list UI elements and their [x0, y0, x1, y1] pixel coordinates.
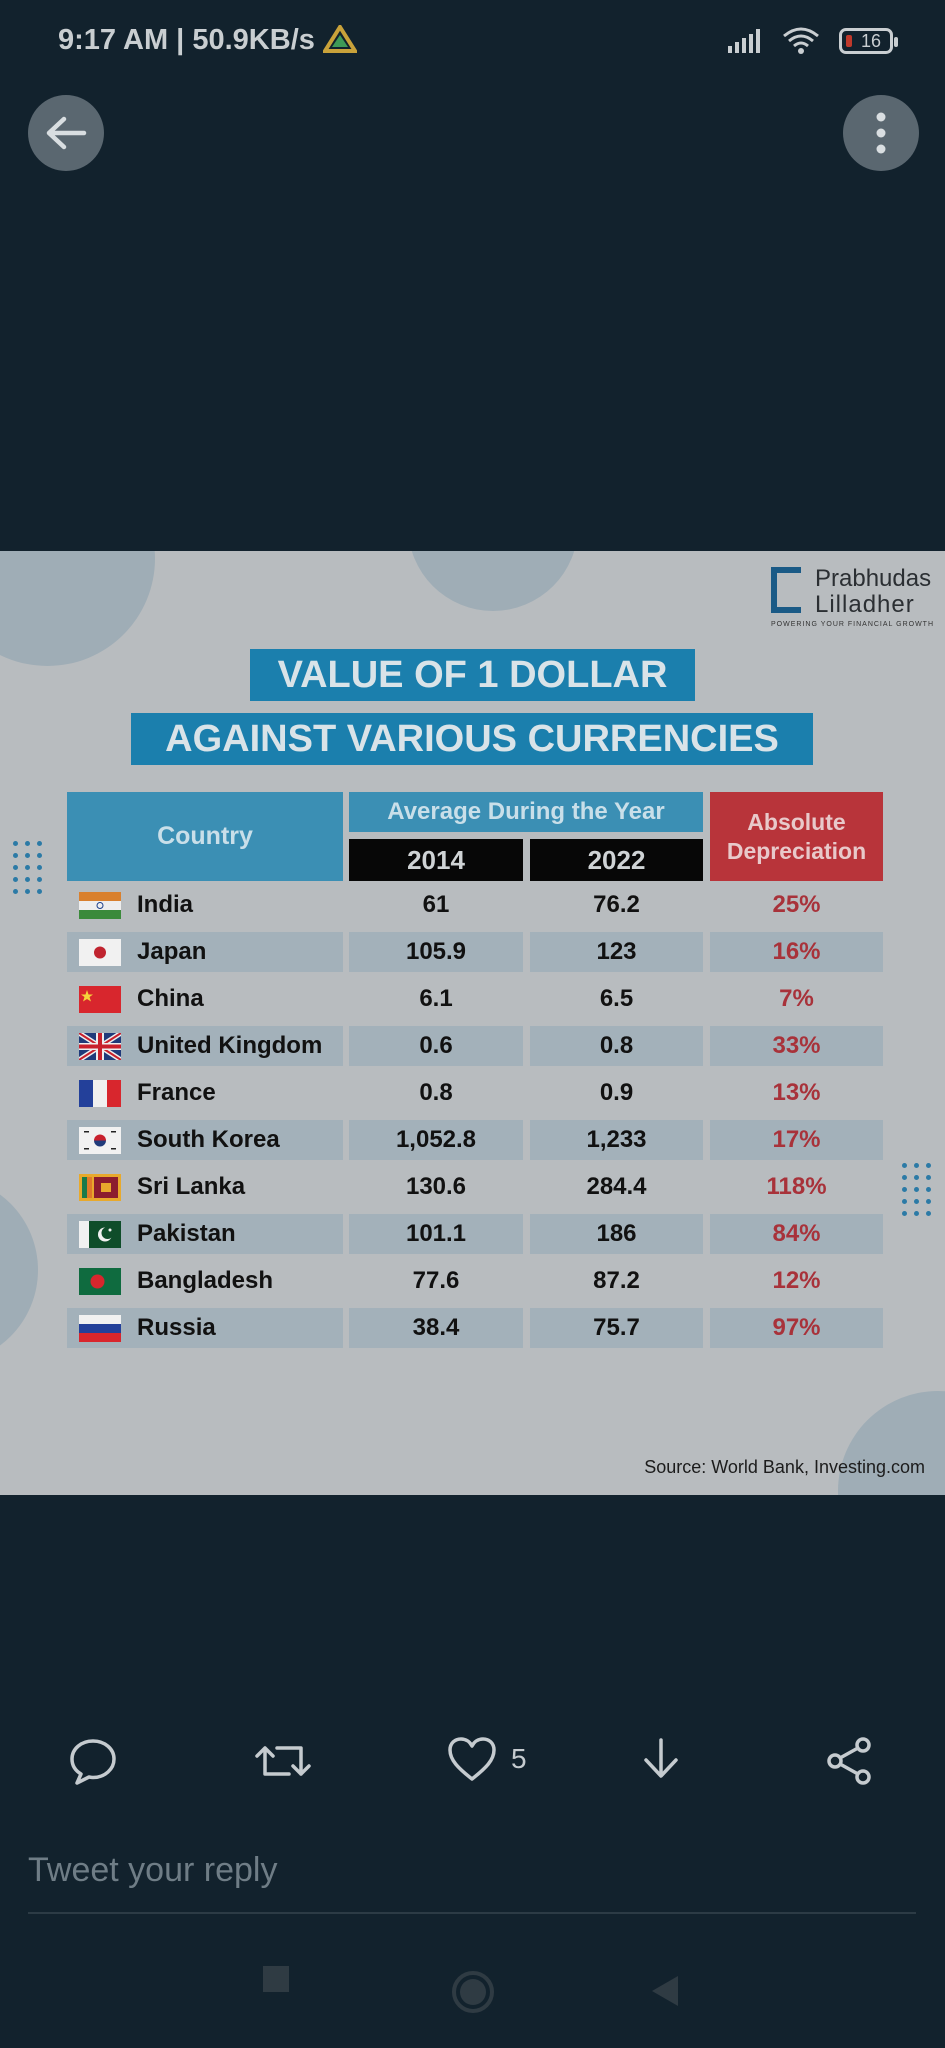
- depreciation-value: 12%: [772, 1267, 821, 1294]
- value-2014: 0.6: [349, 1026, 523, 1066]
- reply-button[interactable]: [68, 1736, 118, 1786]
- south-korea-flag-icon: [79, 1127, 121, 1154]
- value-2022: 123: [530, 932, 703, 972]
- value-2022: 0.9: [599, 1079, 634, 1106]
- header-country: Country: [67, 792, 343, 881]
- depreciation-value: 97%: [710, 1308, 883, 1348]
- country-name: Bangladesh: [137, 1267, 274, 1294]
- pakistan-flag-icon: [79, 1221, 121, 1248]
- india-flag-icon: [79, 892, 121, 919]
- table-row: United Kingdom 0.6 0.8 33%: [67, 1026, 883, 1066]
- country-name: Sri Lanka: [137, 1173, 246, 1200]
- table-row: Pakistan 101.1 186 84%: [67, 1214, 883, 1254]
- value-2022: 186: [530, 1214, 703, 1254]
- table-row: India 61 76.2 25%: [67, 885, 883, 925]
- source-note: Source: World Bank, Investing.com: [644, 1457, 925, 1477]
- header-depreciation: Absolute Depreciation: [710, 792, 883, 881]
- depreciation-value: 7%: [779, 985, 814, 1012]
- table-row: China 6.1 6.5 7%: [67, 979, 883, 1019]
- value-2022: 6.5: [599, 985, 634, 1012]
- header-average: Average During the Year: [349, 792, 703, 832]
- back-button[interactable]: [28, 95, 104, 171]
- like-count: 5: [511, 1743, 527, 1774]
- value-2022: 75.7: [530, 1308, 703, 1348]
- table-row: Japan 105.9 123 16%: [67, 932, 883, 972]
- status-bar: 9:17 AM | 50.9KB/s 16: [0, 0, 945, 84]
- retweet-icon: [255, 1746, 311, 1776]
- japan-flag-icon: [79, 939, 121, 966]
- vertical-dots-icon: [876, 112, 886, 154]
- square-icon: [263, 1966, 289, 1992]
- triangle-back-icon: [652, 1976, 678, 2006]
- country-name: India: [137, 891, 194, 918]
- value-2014: 6.1: [419, 985, 453, 1012]
- table-row: South Korea 1,052.8 1,233 17%: [67, 1120, 883, 1160]
- currency-table: India 61 76.2 25% Japan 105.9 123 16% Ch…: [67, 885, 883, 1355]
- table-row: Russia 38.4 75.7 97%: [67, 1308, 883, 1348]
- depreciation-value: 33%: [710, 1026, 883, 1066]
- china-flag-icon: [79, 986, 121, 1013]
- speech-bubble-icon: [70, 1739, 116, 1785]
- depreciation-value: 13%: [772, 1079, 821, 1106]
- header-year-2022: 2022: [530, 839, 703, 881]
- download-icon: [644, 1738, 678, 1778]
- value-2014: 61: [422, 891, 450, 918]
- tweet-actions: 5: [0, 1736, 945, 1796]
- depreciation-value: 118%: [766, 1173, 827, 1200]
- value-2022: 87.2: [593, 1267, 640, 1294]
- decorative-dots: [13, 841, 42, 894]
- status-time: 9:17 AM | 50.9KB/s: [58, 23, 359, 57]
- value-2014: 101.1: [349, 1214, 523, 1254]
- retweet-button[interactable]: [255, 1736, 311, 1786]
- nav-recents-button[interactable]: [262, 1965, 290, 1998]
- value-2014: 105.9: [349, 932, 523, 972]
- country-name: China: [137, 985, 204, 1012]
- wifi-icon: [783, 27, 819, 54]
- depreciation-value: 25%: [772, 891, 821, 918]
- depreciation-value: 17%: [710, 1120, 883, 1160]
- circle-icon: [452, 1971, 494, 2013]
- value-2022: 1,233: [530, 1120, 703, 1160]
- depreciation-value: 84%: [710, 1214, 883, 1254]
- chart-title-line1: VALUE OF 1 DOLLAR: [250, 649, 695, 701]
- table-row: Sri Lanka 130.6 284.4 118%: [67, 1167, 883, 1207]
- bangladesh-flag-icon: [79, 1268, 121, 1295]
- signal-icon: [728, 29, 760, 53]
- arrow-left-icon: [46, 116, 87, 150]
- france-flag-icon: [79, 1080, 121, 1107]
- company-logo: Prabhudas Lilladher POWERING YOUR FINANC…: [771, 565, 935, 628]
- nav-home-button[interactable]: [451, 1970, 495, 2019]
- reply-input[interactable]: Tweet your reply: [28, 1851, 278, 1889]
- share-button[interactable]: [825, 1736, 875, 1786]
- tweet-image[interactable]: Prabhudas Lilladher POWERING YOUR FINANC…: [0, 551, 945, 1495]
- chart-title-line2: AGAINST VARIOUS CURRENCIES: [131, 713, 813, 765]
- russia-flag-icon: [79, 1315, 121, 1342]
- value-2022: 284.4: [586, 1173, 647, 1200]
- reply-underline: [28, 1912, 916, 1914]
- value-2014: 0.8: [419, 1079, 453, 1106]
- value-2014: 77.6: [412, 1267, 460, 1294]
- table-row: Bangladesh 77.6 87.2 12%: [67, 1261, 883, 1301]
- header-year-2014: 2014: [349, 839, 523, 881]
- nav-back-button[interactable]: [650, 1975, 680, 2012]
- country-name: France: [137, 1079, 216, 1106]
- download-button[interactable]: [636, 1736, 686, 1786]
- value-2022: 0.8: [530, 1026, 703, 1066]
- table-row: France 0.8 0.9 13%: [67, 1073, 883, 1113]
- drive-icon: [321, 23, 359, 53]
- heart-icon: [448, 1737, 496, 1781]
- depreciation-value: 16%: [710, 932, 883, 972]
- more-options-button[interactable]: [843, 95, 919, 171]
- battery-icon: 16: [839, 28, 898, 54]
- sri-lanka-flag-icon: [79, 1174, 121, 1201]
- uk-flag-icon: [79, 1033, 121, 1060]
- like-button[interactable]: 5: [447, 1736, 527, 1782]
- value-2014: 38.4: [349, 1308, 523, 1348]
- value-2022: 76.2: [593, 891, 640, 918]
- share-icon: [827, 1737, 871, 1785]
- decorative-dots: [902, 1163, 931, 1216]
- value-2014: 1,052.8: [349, 1120, 523, 1160]
- value-2014: 130.6: [405, 1173, 467, 1200]
